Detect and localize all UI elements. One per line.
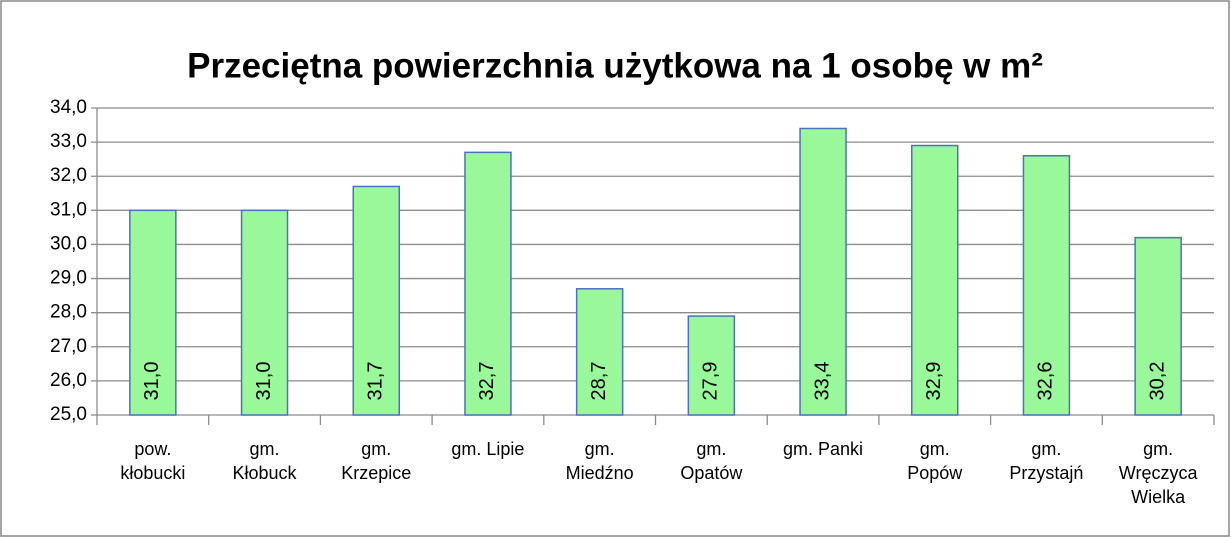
bar xyxy=(575,288,624,416)
data-label: 28,7 xyxy=(588,362,610,401)
bar xyxy=(1134,236,1182,416)
x-tick-label: gm. Opatów xyxy=(680,439,743,483)
y-tick-label: 32,0 xyxy=(50,165,87,186)
bar xyxy=(464,151,512,416)
data-label: 33,4 xyxy=(811,362,833,401)
bar xyxy=(352,185,400,416)
x-tick-label: gm. Kłobuck xyxy=(232,439,297,483)
bar xyxy=(240,209,289,416)
y-tick-label: 26,0 xyxy=(50,370,87,391)
y-tick-label: 29,0 xyxy=(50,268,87,289)
y-tick-label: 25,0 xyxy=(50,404,87,425)
y-tick-label: 31,0 xyxy=(50,199,87,220)
bar xyxy=(911,144,959,416)
x-tick-label: gm. Wręczyca Wielka xyxy=(1118,439,1198,507)
chart-title: Przeciętna powierzchnia użytkowa na 1 os… xyxy=(187,46,1043,85)
data-label: 31,0 xyxy=(253,362,275,401)
x-tick-label: gm. Lipie xyxy=(451,439,525,459)
y-tick-label: 33,0 xyxy=(50,131,87,152)
x-tick-label: gm. Panki xyxy=(783,439,864,459)
data-label: 27,9 xyxy=(700,362,722,401)
bar xyxy=(799,127,847,416)
bar xyxy=(1022,155,1071,416)
y-tick-label: 28,0 xyxy=(50,302,87,323)
data-label: 32,9 xyxy=(923,362,945,401)
data-label: 30,2 xyxy=(1146,362,1168,401)
x-tick-label: gm. Przystajń xyxy=(1009,439,1084,483)
bar xyxy=(129,209,177,416)
x-tick-label: gm. Popów xyxy=(907,439,963,483)
data-label: 31,7 xyxy=(365,362,387,401)
x-tick-label: gm. Krzepice xyxy=(341,439,412,483)
y-tick-label: 34,0 xyxy=(50,97,87,118)
data-label: 31,0 xyxy=(141,362,163,401)
x-tick-label: gm. Miedźno xyxy=(565,439,634,483)
bar xyxy=(687,315,736,416)
data-label: 32,7 xyxy=(476,362,498,401)
y-tick-label: 27,0 xyxy=(50,336,87,357)
data-label: 32,6 xyxy=(1035,362,1057,401)
x-tick-label: pow. kłobucki xyxy=(120,439,186,483)
y-tick-label: 30,0 xyxy=(50,233,87,254)
